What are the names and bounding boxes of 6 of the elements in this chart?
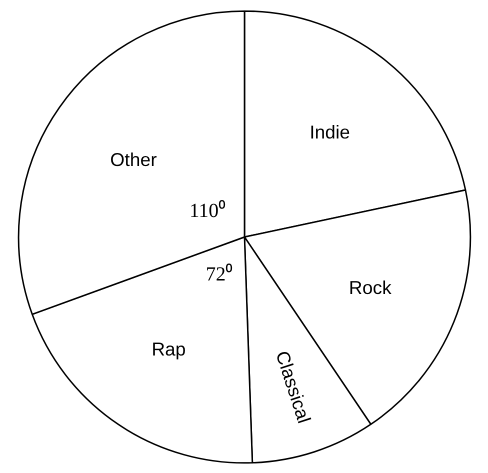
- slice-label: Rap: [152, 338, 186, 360]
- slice-label: Other: [110, 148, 157, 170]
- slice-label: Rock: [348, 277, 392, 298]
- slice-label: Indie: [310, 121, 350, 142]
- data-label: 110⁰: [189, 199, 226, 222]
- data-label: 72⁰: [206, 262, 233, 286]
